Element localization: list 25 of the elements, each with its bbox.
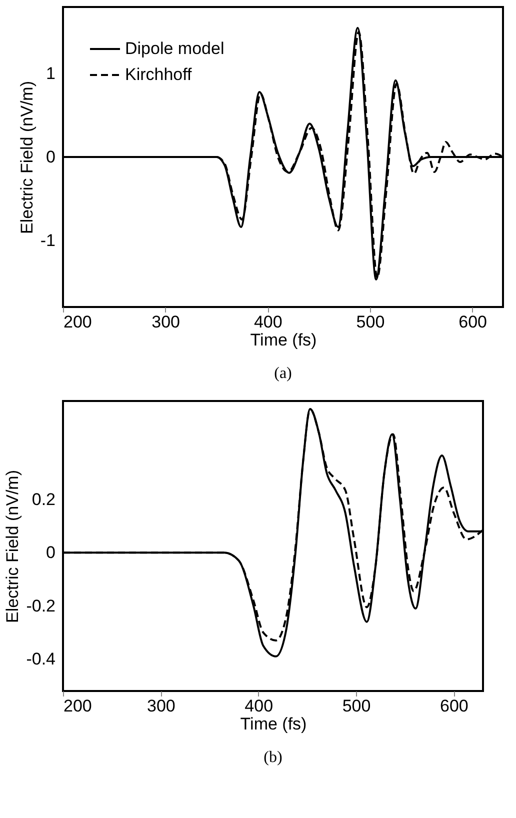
x-tick-label: 200 xyxy=(64,312,92,332)
x-tick-label: 300 xyxy=(152,312,180,332)
x-tick-label: 400 xyxy=(244,696,274,716)
text: (b) xyxy=(264,749,282,766)
x-tick-label: 600 xyxy=(440,696,468,716)
y-tick-label: 1 xyxy=(46,64,56,84)
y-tick-label: -0.2 xyxy=(26,596,56,616)
x-tick-label: 500 xyxy=(342,696,371,716)
y-tick-label: -0.4 xyxy=(26,650,56,669)
y-tick-label: 0 xyxy=(46,543,56,562)
text: (a) xyxy=(274,365,292,382)
x-tick-label: 400 xyxy=(254,312,282,332)
legend-label: Kirchhoff xyxy=(125,65,192,84)
y-tick-label: 0.2 xyxy=(32,490,56,509)
x-tick-label: 300 xyxy=(146,696,176,716)
y-axis-title: Electric Field (nV/m) xyxy=(17,80,36,234)
x-axis-title: Time (fs) xyxy=(240,714,307,734)
x-axis-title: Time (fs) xyxy=(250,330,317,350)
x-tick-label: 500 xyxy=(356,312,385,332)
x-tick-label: 600 xyxy=(458,312,487,332)
x-tick-label: 200 xyxy=(64,696,92,716)
legend-label: Dipole model xyxy=(125,39,224,58)
y-tick-label: -1 xyxy=(40,230,56,250)
y-axis-title: Electric Field (nV/m) xyxy=(3,470,22,624)
y-tick-label: 0 xyxy=(46,148,56,166)
